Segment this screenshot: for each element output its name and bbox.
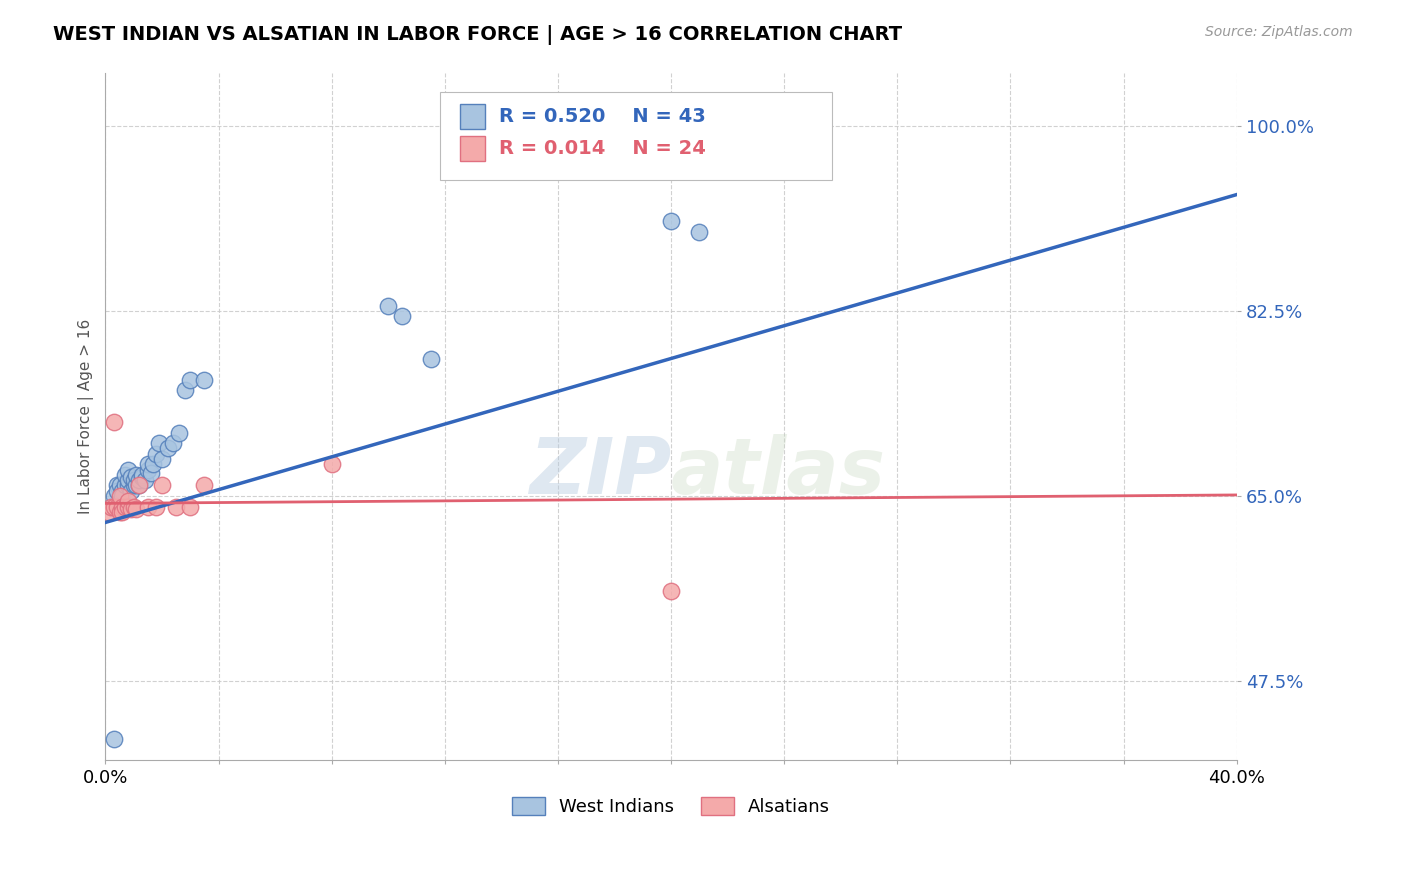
Point	[131, 467, 153, 482]
Point	[125, 501, 148, 516]
Point	[117, 494, 139, 508]
Point	[173, 383, 195, 397]
Point	[125, 467, 148, 482]
Point	[193, 373, 215, 387]
Y-axis label: In Labor Force | Age > 16: In Labor Force | Age > 16	[79, 319, 94, 515]
Point	[108, 478, 131, 492]
Point	[108, 494, 131, 508]
Point	[122, 473, 145, 487]
Point	[128, 478, 150, 492]
Point	[419, 351, 441, 366]
Point	[167, 425, 190, 440]
Text: Source: ZipAtlas.com: Source: ZipAtlas.com	[1205, 25, 1353, 39]
Point	[103, 489, 125, 503]
Point	[114, 500, 136, 514]
Point	[156, 442, 179, 456]
Point	[111, 483, 134, 498]
Point	[145, 500, 167, 514]
Point	[111, 505, 134, 519]
Text: atlas: atlas	[671, 434, 886, 509]
Point	[108, 505, 131, 519]
Point	[193, 478, 215, 492]
Point	[108, 489, 131, 503]
Point	[111, 500, 134, 514]
Point	[105, 500, 128, 514]
Point	[122, 478, 145, 492]
Text: ZIP: ZIP	[529, 434, 671, 509]
Point	[122, 500, 145, 514]
Point	[120, 501, 142, 516]
Point	[179, 500, 201, 514]
Point	[165, 500, 187, 514]
Point	[136, 462, 159, 476]
Point	[688, 225, 710, 239]
Point	[659, 214, 682, 228]
Point	[117, 473, 139, 487]
Point	[377, 299, 399, 313]
Point	[136, 457, 159, 471]
Point	[125, 478, 148, 492]
Point	[134, 473, 156, 487]
Point	[131, 470, 153, 484]
Point	[100, 500, 122, 514]
Point	[142, 457, 165, 471]
Point	[100, 500, 122, 514]
Point	[105, 483, 128, 498]
Point	[162, 436, 184, 450]
Point	[117, 500, 139, 514]
Point	[148, 436, 170, 450]
Point	[128, 478, 150, 492]
Point	[128, 473, 150, 487]
Text: R = 0.014    N = 24: R = 0.014 N = 24	[499, 139, 706, 159]
Point	[103, 732, 125, 747]
Point	[117, 462, 139, 476]
Point	[321, 457, 343, 471]
Text: R = 0.520    N = 43: R = 0.520 N = 43	[499, 107, 706, 127]
Point	[391, 310, 413, 324]
Point	[114, 467, 136, 482]
Point	[97, 505, 120, 519]
Point	[120, 470, 142, 484]
Point	[117, 478, 139, 492]
Point	[145, 447, 167, 461]
Text: WEST INDIAN VS ALSATIAN IN LABOR FORCE | AGE > 16 CORRELATION CHART: WEST INDIAN VS ALSATIAN IN LABOR FORCE |…	[53, 25, 903, 45]
Point	[150, 452, 173, 467]
Point	[150, 478, 173, 492]
Point	[103, 415, 125, 429]
Point	[136, 500, 159, 514]
Point	[179, 373, 201, 387]
Point	[139, 466, 162, 480]
Point	[659, 584, 682, 599]
Point	[103, 500, 125, 514]
Point	[114, 478, 136, 492]
Point	[120, 483, 142, 498]
Point	[105, 478, 128, 492]
Point	[111, 489, 134, 503]
Legend: West Indians, Alsatians: West Indians, Alsatians	[505, 789, 837, 823]
